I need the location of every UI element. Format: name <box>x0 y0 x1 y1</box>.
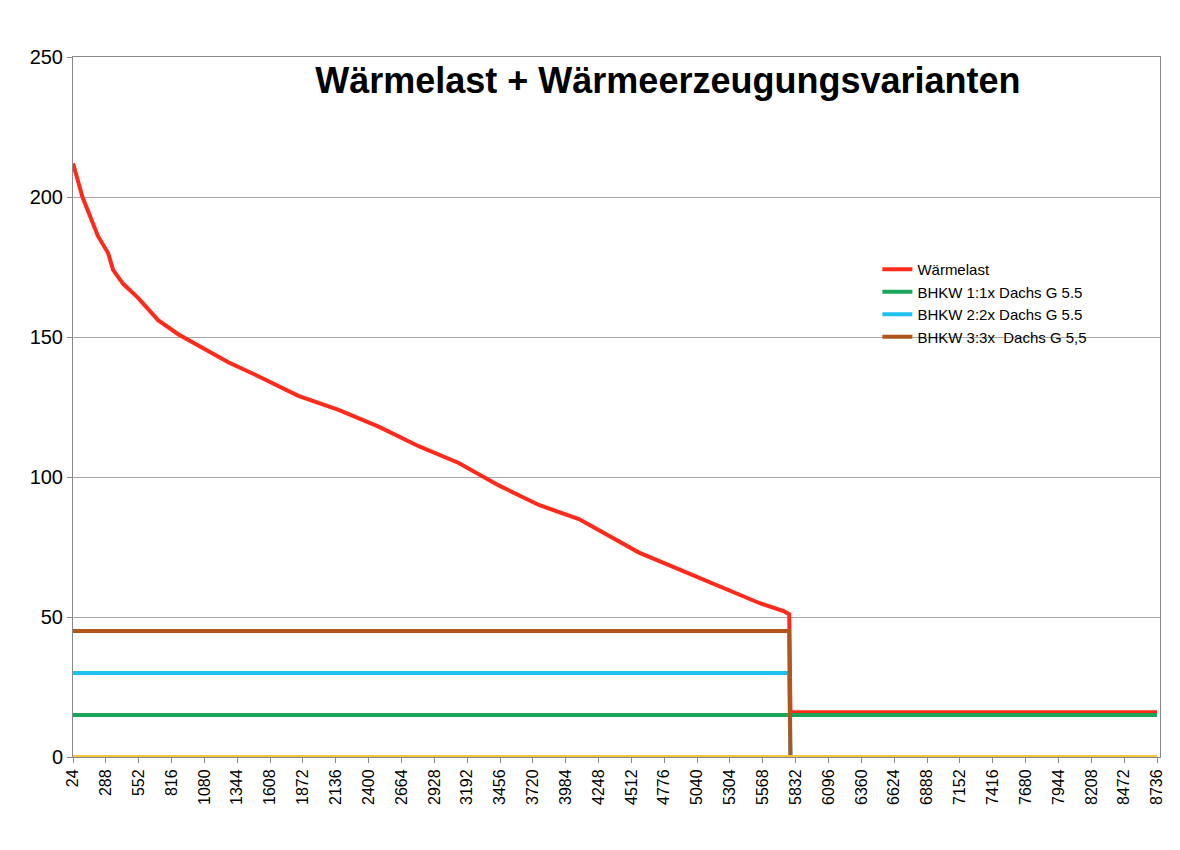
svg-text:100: 100 <box>30 466 63 488</box>
svg-text:5832: 5832 <box>787 769 804 805</box>
svg-text:4512: 4512 <box>623 769 640 805</box>
svg-text:6360: 6360 <box>853 769 870 805</box>
svg-text:1080: 1080 <box>196 769 213 805</box>
svg-text:2400: 2400 <box>360 769 377 805</box>
svg-text:3984: 3984 <box>557 769 574 805</box>
svg-text:5304: 5304 <box>721 769 738 805</box>
svg-text:BHKW 3:3x Dachs G 5,5: BHKW 3:3x Dachs G 5,5 <box>917 329 1086 346</box>
svg-text:8208: 8208 <box>1083 769 1100 805</box>
svg-text:816: 816 <box>163 769 180 796</box>
svg-text:1872: 1872 <box>294 769 311 805</box>
svg-text:8736: 8736 <box>1148 769 1165 805</box>
svg-text:6624: 6624 <box>885 769 902 805</box>
svg-text:3720: 3720 <box>524 769 541 805</box>
svg-text:7416: 7416 <box>984 769 1001 805</box>
svg-text:6096: 6096 <box>820 769 837 805</box>
svg-text:3456: 3456 <box>491 769 508 805</box>
svg-text:7680: 7680 <box>1017 769 1034 805</box>
svg-text:2664: 2664 <box>393 769 410 805</box>
svg-text:7152: 7152 <box>951 769 968 805</box>
svg-text:1608: 1608 <box>261 769 278 805</box>
svg-text:1344: 1344 <box>228 769 245 805</box>
svg-text:3192: 3192 <box>458 769 475 805</box>
svg-text:0: 0 <box>52 746 63 768</box>
svg-text:250: 250 <box>30 46 63 68</box>
svg-text:Wärmelast + Wärmeerzeugungsvar: Wärmelast + Wärmeerzeugungsvarianten <box>315 60 1020 101</box>
svg-text:6888: 6888 <box>918 769 935 805</box>
svg-text:7944: 7944 <box>1050 769 1067 805</box>
svg-text:5568: 5568 <box>754 769 771 805</box>
svg-text:200: 200 <box>30 186 63 208</box>
svg-text:BHKW 1:1x Dachs G 5.5: BHKW 1:1x Dachs G 5.5 <box>917 284 1082 301</box>
svg-text:288: 288 <box>97 769 114 796</box>
svg-text:24: 24 <box>64 769 81 787</box>
svg-text:552: 552 <box>130 769 147 796</box>
svg-text:2136: 2136 <box>327 769 344 805</box>
svg-text:2928: 2928 <box>426 769 443 805</box>
svg-text:4248: 4248 <box>590 769 607 805</box>
svg-text:BHKW 2:2x Dachs G 5.5: BHKW 2:2x Dachs G 5.5 <box>917 306 1082 323</box>
svg-text:4776: 4776 <box>655 769 672 805</box>
svg-text:5040: 5040 <box>688 769 705 805</box>
svg-text:8472: 8472 <box>1115 769 1132 805</box>
svg-text:50: 50 <box>41 606 63 628</box>
svg-text:Wärmelast: Wärmelast <box>917 261 990 278</box>
svg-text:150: 150 <box>30 326 63 348</box>
